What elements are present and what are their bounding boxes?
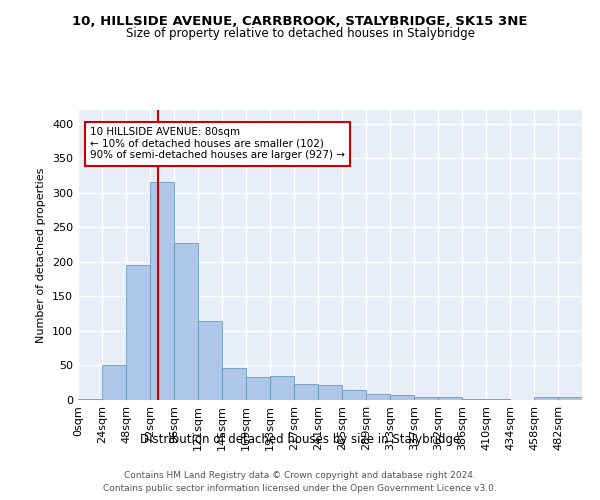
Bar xyxy=(150,182,174,400)
Bar xyxy=(438,396,462,400)
Text: Contains HM Land Registry data © Crown copyright and database right 2024.: Contains HM Land Registry data © Crown c… xyxy=(124,471,476,480)
Bar xyxy=(558,396,582,400)
Bar xyxy=(366,394,390,400)
Bar xyxy=(126,266,150,400)
Bar xyxy=(318,385,342,400)
Bar xyxy=(246,377,270,400)
Bar xyxy=(534,396,558,400)
Bar xyxy=(270,376,294,400)
Text: Distribution of detached houses by size in Stalybridge: Distribution of detached houses by size … xyxy=(140,432,460,446)
Y-axis label: Number of detached properties: Number of detached properties xyxy=(37,168,46,342)
Text: Size of property relative to detached houses in Stalybridge: Size of property relative to detached ho… xyxy=(125,28,475,40)
Text: 10, HILLSIDE AVENUE, CARRBROOK, STALYBRIDGE, SK15 3NE: 10, HILLSIDE AVENUE, CARRBROOK, STALYBRI… xyxy=(72,15,528,28)
Text: Contains public sector information licensed under the Open Government Licence v3: Contains public sector information licen… xyxy=(103,484,497,493)
Bar xyxy=(102,365,126,400)
Bar xyxy=(390,395,414,400)
Bar xyxy=(414,396,438,400)
Text: 10 HILLSIDE AVENUE: 80sqm
← 10% of detached houses are smaller (102)
90% of semi: 10 HILLSIDE AVENUE: 80sqm ← 10% of detac… xyxy=(90,128,345,160)
Bar xyxy=(78,398,102,400)
Bar xyxy=(342,390,366,400)
Bar xyxy=(198,320,222,400)
Bar xyxy=(294,384,318,400)
Bar xyxy=(222,368,246,400)
Bar xyxy=(174,242,198,400)
